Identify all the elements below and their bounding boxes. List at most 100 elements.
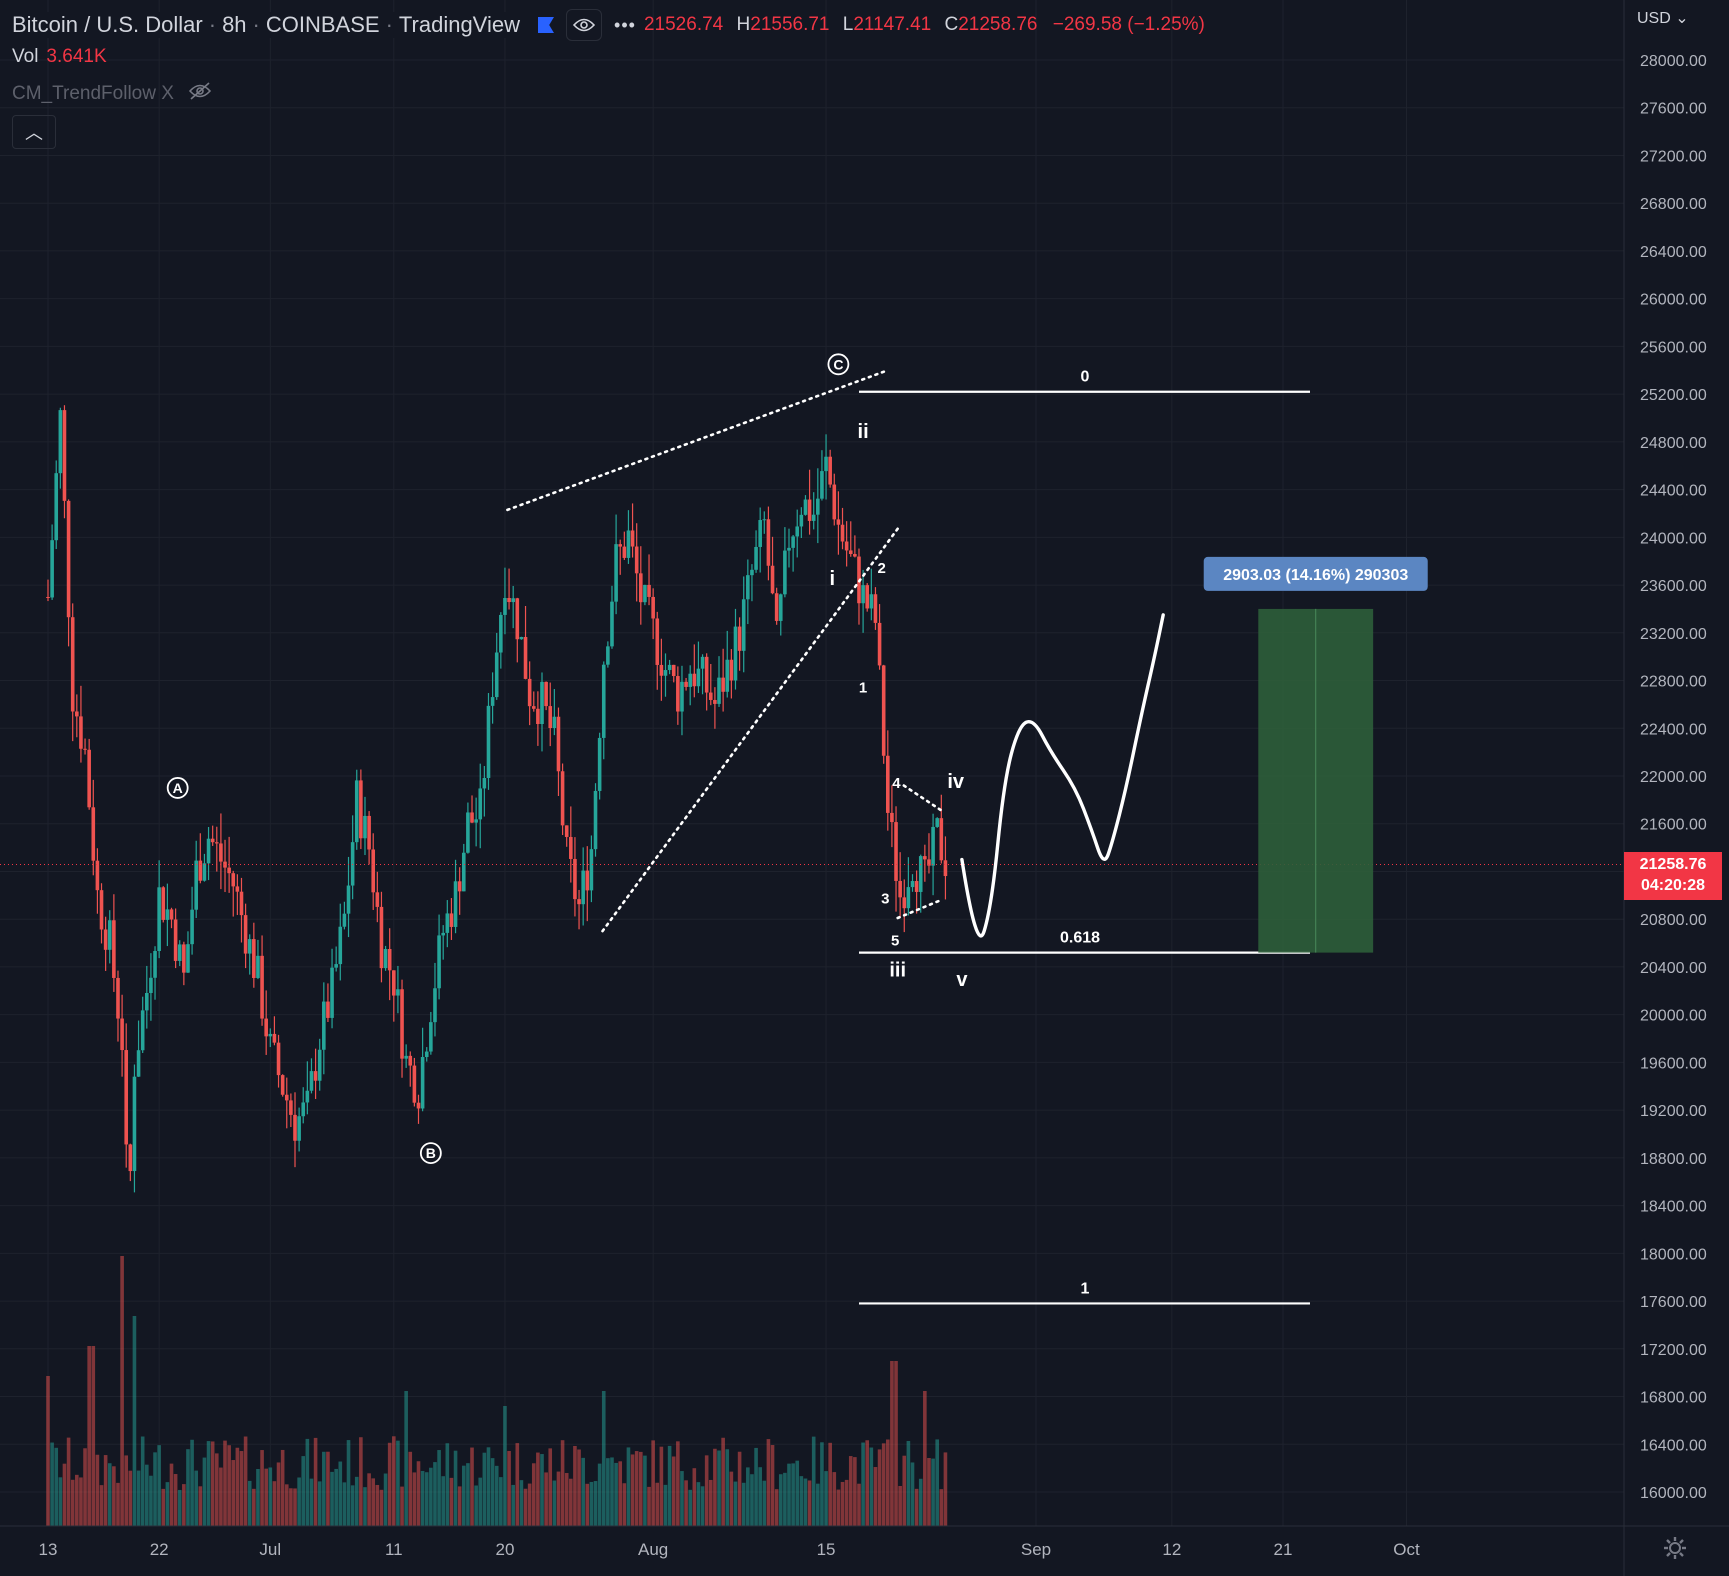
volume-bar xyxy=(511,1484,515,1526)
y-tick-label: 22000.00 xyxy=(1640,769,1707,786)
volume-bar xyxy=(87,1346,91,1526)
volume-bar xyxy=(153,1452,157,1526)
volume-bar xyxy=(655,1482,660,1526)
volume-bar xyxy=(733,1481,738,1526)
candle-body xyxy=(396,989,400,996)
volume-bar xyxy=(214,1453,219,1526)
fib-level-label: 0 xyxy=(1081,369,1090,386)
gear-icon[interactable] xyxy=(1662,1535,1688,1566)
volume-bar xyxy=(194,1470,198,1526)
x-tick-label: Jul xyxy=(259,1540,281,1559)
candle-body xyxy=(367,815,371,850)
volume-bar xyxy=(544,1472,548,1526)
volume-bar xyxy=(441,1476,445,1526)
wave-label: B xyxy=(426,1145,436,1161)
candle-body xyxy=(824,456,828,472)
candle-body xyxy=(663,670,668,676)
x-tick-label: 15 xyxy=(817,1540,836,1559)
candle-body xyxy=(165,909,170,920)
candle-body xyxy=(371,849,376,893)
volume-bar xyxy=(383,1473,388,1526)
plot-area xyxy=(0,0,1624,1526)
measure-label: 2903.03 (14.16%) 290303 xyxy=(1223,567,1408,584)
volume-bar xyxy=(400,1486,404,1526)
volume-bar xyxy=(157,1445,161,1526)
candle-body xyxy=(688,673,692,687)
volume-bar xyxy=(219,1467,223,1526)
candle-body xyxy=(293,1114,297,1141)
candle-body xyxy=(116,977,120,1019)
eye-hidden-icon[interactable] xyxy=(188,82,212,106)
candle-body xyxy=(490,697,495,706)
collapse-legend-button[interactable]: ︿ xyxy=(12,115,56,149)
candle-body xyxy=(70,617,75,712)
symbol-title[interactable]: Bitcoin / U.S. Dollar · 8h · COINBASE · Tradin… xyxy=(8,12,524,38)
candle-body xyxy=(445,913,450,933)
exchange-label: COINBASE xyxy=(265,12,380,37)
currency-label: USD xyxy=(1637,10,1671,27)
volume-bar xyxy=(367,1473,371,1526)
volume-bar xyxy=(50,1442,54,1526)
candle-body xyxy=(910,881,915,888)
volume-bar xyxy=(898,1485,902,1526)
volume-bar xyxy=(552,1480,557,1526)
candle-body xyxy=(103,929,108,950)
volume-bar xyxy=(416,1461,421,1526)
candle-body xyxy=(741,599,746,651)
volume-bar xyxy=(392,1436,396,1526)
volume-bar xyxy=(791,1463,795,1526)
more-options-icon[interactable]: ••• xyxy=(614,14,636,35)
volume-bar xyxy=(597,1463,602,1526)
candle-body xyxy=(626,530,631,558)
y-tick-label: 24400.00 xyxy=(1640,483,1707,500)
candle-body xyxy=(99,890,104,930)
volume-bar xyxy=(729,1471,734,1526)
symbol-name: Bitcoin / U.S. Dollar xyxy=(12,12,203,37)
candle-body xyxy=(359,780,363,839)
low-value: 21147.41 xyxy=(853,14,932,35)
volume-bar xyxy=(198,1486,203,1526)
volume-bar xyxy=(305,1438,310,1526)
candle-body xyxy=(153,950,157,978)
candle-body xyxy=(914,881,919,892)
y-tick-label: 16000.00 xyxy=(1640,1485,1707,1502)
y-tick-label: 16800.00 xyxy=(1640,1390,1707,1407)
flag-icon[interactable] xyxy=(537,17,554,33)
volume-bar xyxy=(581,1457,585,1526)
candle-body xyxy=(346,885,351,914)
x-tick-label: 11 xyxy=(385,1540,403,1559)
volume-bar xyxy=(453,1450,458,1526)
eye-icon[interactable] xyxy=(565,9,602,41)
candle-body xyxy=(420,1057,425,1109)
candle-body xyxy=(260,955,264,1019)
volume-bar xyxy=(894,1361,898,1526)
volume-bar xyxy=(519,1480,524,1526)
candle-body xyxy=(334,964,338,968)
volume-bar xyxy=(869,1447,874,1526)
volume-bar xyxy=(531,1463,536,1526)
y-tick-label: 27600.00 xyxy=(1640,101,1707,118)
indicator-legend[interactable]: CM_TrendFollow X xyxy=(12,82,212,106)
volume-bar xyxy=(396,1440,400,1526)
volume-bar xyxy=(848,1456,853,1526)
candle-body xyxy=(585,870,590,891)
volume-bar xyxy=(556,1471,561,1526)
volume-legend[interactable]: Vol 3.641K xyxy=(12,46,107,68)
volume-bar xyxy=(79,1477,83,1526)
volume-bar xyxy=(515,1443,520,1526)
volume-bar xyxy=(564,1473,569,1526)
volume-bar xyxy=(231,1460,236,1526)
volume-bar xyxy=(429,1467,433,1526)
currency-selector[interactable]: USD ⌄ xyxy=(1637,8,1689,28)
volume-bar xyxy=(634,1451,639,1526)
candle-body xyxy=(219,843,223,862)
y-tick-label: 24800.00 xyxy=(1640,435,1707,452)
candle-body xyxy=(408,1055,413,1066)
candle-body xyxy=(239,891,244,916)
candle-body xyxy=(112,920,116,978)
candle-body xyxy=(145,992,149,1011)
candle-body xyxy=(692,673,697,687)
volume-bar xyxy=(820,1442,824,1526)
volume-bar xyxy=(527,1483,532,1526)
